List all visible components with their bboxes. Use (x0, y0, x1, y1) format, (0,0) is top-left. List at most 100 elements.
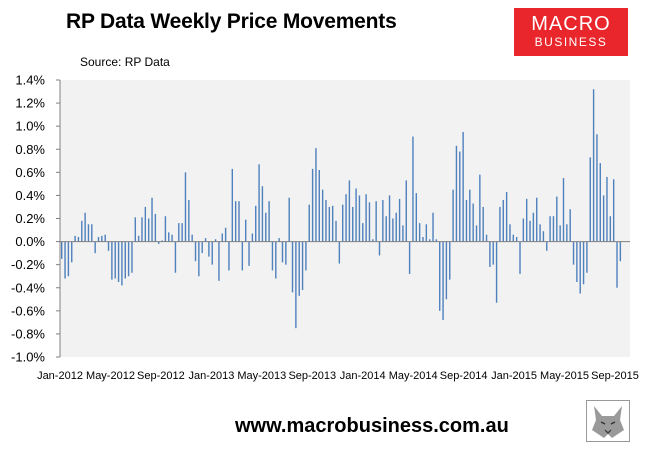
price-bar (127, 241, 130, 277)
price-bar (335, 220, 337, 242)
price-bar (382, 200, 384, 242)
price-bar (445, 241, 448, 300)
page-title: RP Data Weekly Price Movements (66, 10, 397, 33)
price-bar (485, 234, 488, 242)
source-note: Source: RP Data (80, 55, 170, 69)
price-bar (84, 212, 86, 242)
price-bar (311, 168, 314, 242)
price-bar (194, 241, 197, 262)
price-bar (288, 197, 290, 242)
price-bar (67, 241, 70, 277)
price-bar (221, 233, 223, 242)
x-tick-label: May-2014 (389, 370, 438, 382)
price-bar (572, 241, 575, 265)
price-bar (375, 201, 377, 242)
x-tick-label: May-2013 (237, 370, 286, 382)
price-bar (529, 220, 531, 242)
price-bar (515, 236, 518, 242)
y-tick-label: 1.4% (15, 73, 45, 88)
price-bar (512, 234, 515, 242)
y-tick-label: -0.2% (11, 257, 45, 272)
price-bar (161, 240, 163, 242)
y-tick-label: 1.0% (15, 119, 45, 134)
x-axis-ticks: Jan-2012 May-2012 Sep-2012 Jan-2013 May-2013… (37, 370, 639, 382)
price-bar (87, 224, 90, 242)
price-bar (432, 212, 434, 242)
price-bar (164, 216, 167, 242)
price-bar (365, 194, 367, 242)
price-bar (97, 236, 100, 242)
x-tick-label: Jan-2014 (340, 370, 386, 382)
price-bar (428, 239, 431, 242)
bar-series (61, 89, 622, 329)
price-bar (388, 195, 391, 242)
price-bar (154, 213, 157, 242)
price-bar (218, 241, 220, 281)
x-tick-label: Sep-2013 (288, 370, 336, 382)
price-bar (616, 241, 618, 288)
price-bar (345, 194, 347, 242)
price-bar (576, 241, 578, 282)
price-bar (582, 241, 585, 285)
price-bar (141, 217, 143, 242)
price-bar (562, 178, 565, 242)
price-bar (492, 241, 494, 265)
x-tick-label: Jan-2013 (188, 370, 234, 382)
price-bar (402, 225, 404, 242)
price-bar (418, 223, 421, 242)
price-bar (241, 241, 244, 271)
price-bar (536, 197, 538, 242)
price-bar (395, 212, 397, 242)
x-tick-label: Sep-2014 (440, 370, 488, 382)
price-bar (298, 241, 300, 296)
price-bar (137, 235, 140, 242)
price-bar (61, 241, 63, 259)
price-bar (64, 241, 66, 279)
price-bar (171, 234, 173, 242)
price-bar (546, 241, 548, 251)
price-bar (559, 225, 561, 242)
price-bar (592, 89, 595, 242)
price-bar (178, 223, 180, 242)
macrobusiness-logo: MACRO BUSINESS (514, 8, 628, 56)
price-bar (278, 238, 280, 242)
price-bar (71, 241, 73, 263)
price-bar (459, 151, 461, 242)
y-tick-label: -1.0% (11, 350, 45, 365)
price-bar (331, 205, 334, 242)
price-bar (244, 219, 247, 242)
x-tick-label: Jan-2012 (37, 370, 83, 382)
price-bar (224, 227, 227, 242)
price-bar (415, 193, 418, 242)
price-bar (539, 224, 541, 242)
price-bar (201, 241, 203, 254)
price-bar (422, 236, 424, 242)
price-bar (101, 235, 103, 242)
price-bar (268, 201, 270, 242)
price-bar (372, 239, 374, 242)
price-bar (569, 209, 571, 242)
price-bar (91, 224, 93, 242)
price-bar (612, 179, 615, 242)
price-bar (188, 200, 190, 242)
price-bar (104, 234, 106, 242)
price-bar (114, 241, 116, 279)
price-bar (338, 241, 341, 264)
price-bar (549, 216, 551, 242)
price-bar (291, 241, 294, 293)
price-bar (542, 231, 545, 242)
price-bar (265, 212, 267, 242)
price-bar (472, 203, 474, 242)
price-bar (499, 206, 501, 242)
price-bar (117, 241, 120, 282)
price-bar (442, 241, 444, 321)
price-bar (94, 241, 96, 254)
footer-url: www.macrobusiness.com.au (235, 415, 509, 437)
price-bar (81, 220, 83, 242)
price-bar (532, 212, 535, 242)
wolf-logo-icon (586, 400, 630, 442)
price-bar (619, 241, 622, 262)
y-tick-label: -0.8% (11, 326, 45, 341)
price-bar (214, 239, 217, 242)
